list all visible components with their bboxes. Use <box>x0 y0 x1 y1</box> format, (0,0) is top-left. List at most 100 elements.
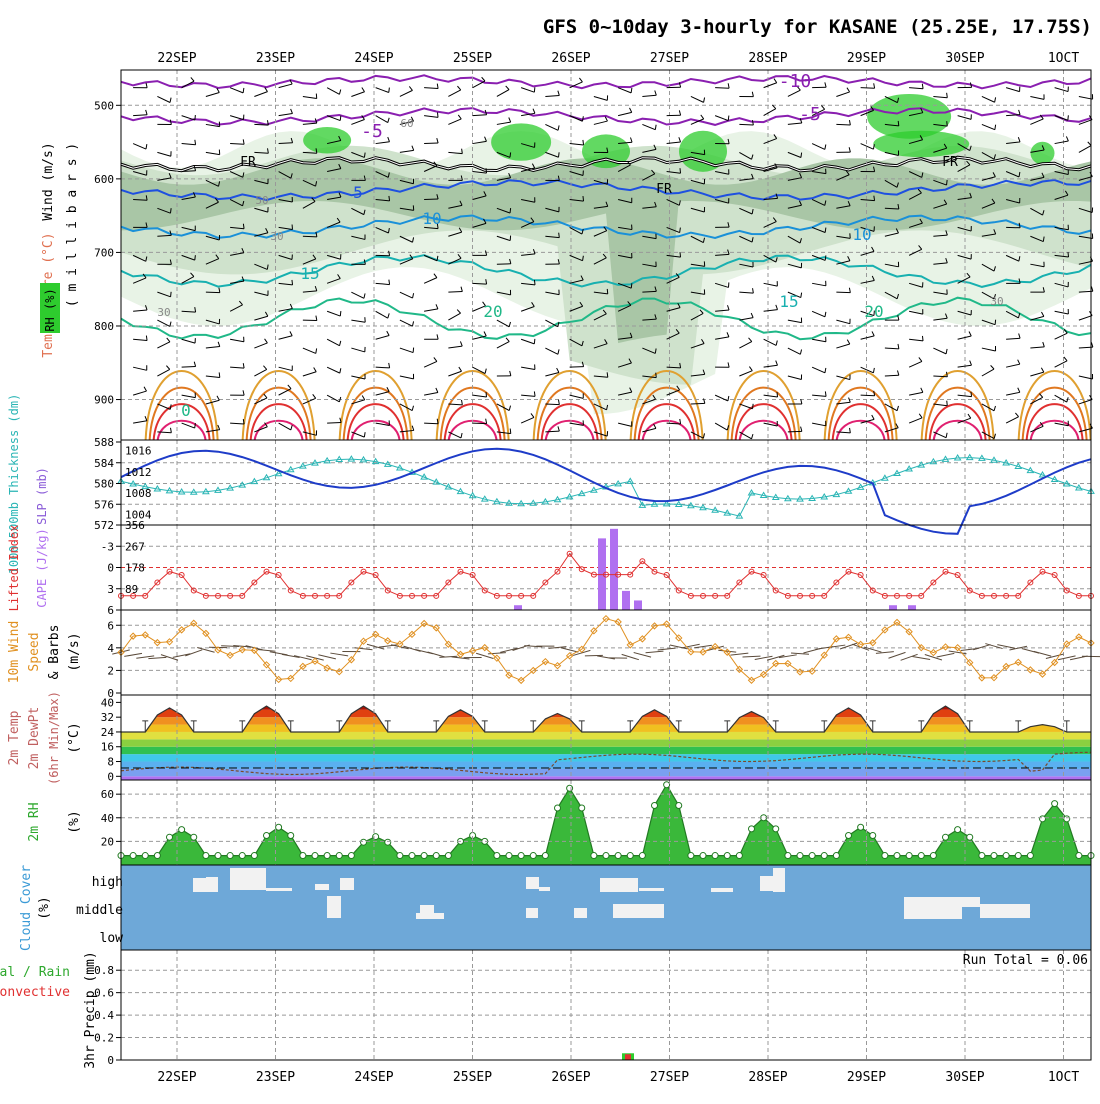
pressure-units-label: ( m i l l i b a r s ) <box>65 143 80 307</box>
wind-barb-flag <box>631 283 632 288</box>
rh-point <box>749 826 755 832</box>
rh-point <box>1003 853 1009 859</box>
rh-point <box>239 853 245 859</box>
rh-point <box>130 853 136 859</box>
cape-bar <box>908 605 916 610</box>
cape-bar <box>514 605 522 610</box>
surface-wind-barb <box>318 655 336 659</box>
date-label-bottom: 1OCT <box>1048 1070 1079 1085</box>
wind-barb-flag <box>364 153 365 158</box>
rh2m-unit-label: (%) <box>67 810 82 833</box>
wind10m-frame <box>121 610 1091 695</box>
wind-barb-flag <box>947 401 948 406</box>
rh-point <box>676 802 682 808</box>
surface-wind-barb <box>124 653 142 656</box>
precip-convective-label: Convective <box>0 985 70 1000</box>
wind-barb <box>424 423 438 424</box>
rh-point <box>312 853 318 859</box>
wind-barb-flag <box>753 404 754 409</box>
surface-wind-barb <box>561 648 578 652</box>
surface-wind-barb <box>767 655 784 660</box>
contour-label: -5 <box>361 121 383 142</box>
cloud-block <box>600 878 613 892</box>
wind-barb <box>424 143 438 144</box>
rh-point <box>991 853 997 859</box>
rh-point <box>882 853 888 859</box>
rh-point <box>1064 816 1070 822</box>
date-label-top: 23SEP <box>256 51 295 66</box>
rh-point <box>276 824 282 830</box>
surface-wind-barb <box>148 657 166 658</box>
contour-label: 0 <box>181 401 191 420</box>
cloud-block <box>711 888 733 892</box>
rh-point <box>785 853 791 859</box>
contour-label: 30 <box>270 230 283 243</box>
tick-label: 0 <box>107 1054 114 1067</box>
date-label-bottom: 22SEP <box>157 1070 196 1085</box>
wind-barb-flag <box>534 339 535 344</box>
contour-label: 60 <box>400 117 413 130</box>
rh-point <box>943 834 949 840</box>
wind-barb-flag <box>510 429 511 434</box>
surface-wind-barb <box>428 652 445 657</box>
wind-barb-flag <box>389 88 390 93</box>
wind-barb-flag <box>825 255 826 260</box>
surface-wind-barb <box>937 653 955 657</box>
cloud-cover-panel: high middle low Cloud Cover (%) <box>19 865 1091 951</box>
rh-point <box>870 833 876 839</box>
surface-wind-barb <box>658 648 676 650</box>
cloud-block <box>315 884 329 890</box>
rh2m-label: 2m RH <box>27 802 42 841</box>
surface-wind-barb <box>730 653 748 655</box>
cloud-block <box>904 897 917 919</box>
rh-point <box>894 853 900 859</box>
tick-label: 800 <box>94 320 114 333</box>
rh-point <box>579 805 585 811</box>
cloud-block <box>539 887 550 891</box>
rh-point <box>979 853 985 859</box>
rh-point <box>652 802 658 808</box>
cloud-block <box>327 896 341 918</box>
surface-wind-barb <box>973 645 990 650</box>
rh-point <box>203 853 209 859</box>
tick-label: 572 <box>94 519 114 532</box>
tick-label: 588 <box>94 436 114 449</box>
wind-barb-flag <box>922 336 923 341</box>
cloud-high-label: high <box>92 875 123 890</box>
wind-barb-flag <box>728 116 729 121</box>
cape-bar <box>634 600 642 610</box>
dewpt2m-label: 2m DewPt <box>27 707 42 770</box>
wind-barb-flag <box>243 224 244 229</box>
contour-label: FR <box>656 182 672 197</box>
wind-barb-flag <box>534 87 535 92</box>
date-label-bottom: 23SEP <box>256 1070 295 1085</box>
wind-barb-flag <box>898 121 899 126</box>
contour-label: 50 <box>255 194 268 207</box>
cloud-unit-label: (%) <box>37 896 52 919</box>
rh-point <box>821 853 827 859</box>
tick-label: 500 <box>94 99 114 112</box>
contour-label: 15 <box>779 292 798 311</box>
rh-label: RH (%) <box>43 288 57 331</box>
rh-point <box>627 853 633 859</box>
rh-point <box>1052 801 1058 807</box>
rh-point <box>955 827 961 833</box>
cloud-cover-label: Cloud Cover <box>19 865 34 951</box>
contour-label: 20 <box>864 302 883 321</box>
wind-barb <box>715 88 729 89</box>
wind-barb-flag <box>146 336 147 341</box>
contour-label: FR <box>240 155 256 170</box>
cloud-block <box>613 878 638 892</box>
tick-label: 1016 <box>125 445 152 458</box>
surface-wind-barb <box>258 649 276 651</box>
tick-label: 576 <box>94 498 114 511</box>
rh-point <box>154 853 160 859</box>
rh-point <box>336 853 342 859</box>
date-label-top: 29SEP <box>847 51 886 66</box>
rh-point <box>1040 816 1046 822</box>
surface-wind-barb <box>1046 654 1063 658</box>
tick-label: 60 <box>101 788 114 801</box>
rh-point <box>567 785 573 791</box>
rh-point <box>251 853 257 859</box>
